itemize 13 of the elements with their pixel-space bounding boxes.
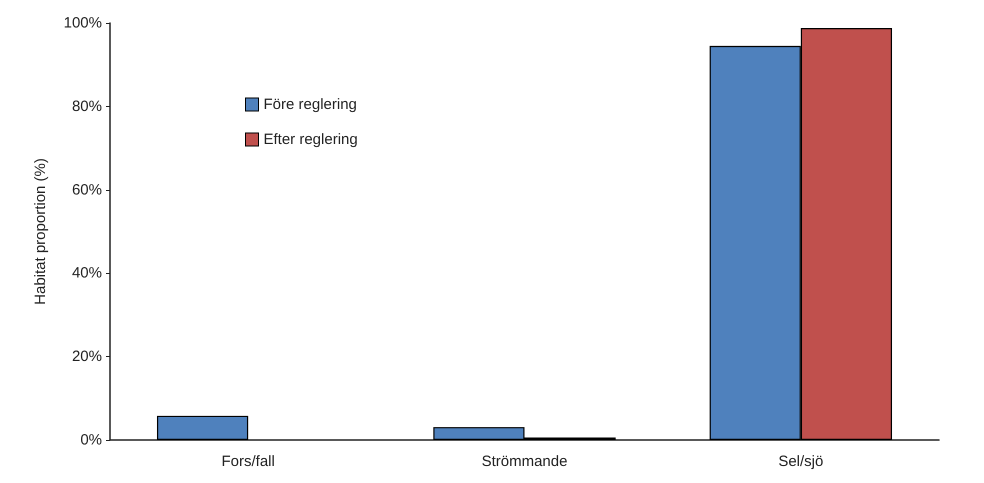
y-tick-label: 40% — [72, 264, 102, 282]
legend-label: Före reglering — [264, 96, 357, 113]
x-tick-label: Strömmande — [482, 453, 568, 470]
y-tick-label: 20% — [72, 348, 102, 366]
x-tick-label: Sel/sjö — [778, 453, 824, 470]
y-tick-label: 80% — [72, 98, 102, 115]
bar — [156, 416, 248, 440]
y-axis-title: Habitat proportion (%) — [32, 158, 49, 305]
x-tick-label: Fors/fall — [221, 453, 275, 470]
y-tick-label: 100% — [64, 14, 102, 32]
legend-label: Efter reglering — [264, 131, 358, 148]
y-tick-label: 0% — [80, 432, 102, 448]
y-tick-label: 60% — [72, 181, 102, 198]
